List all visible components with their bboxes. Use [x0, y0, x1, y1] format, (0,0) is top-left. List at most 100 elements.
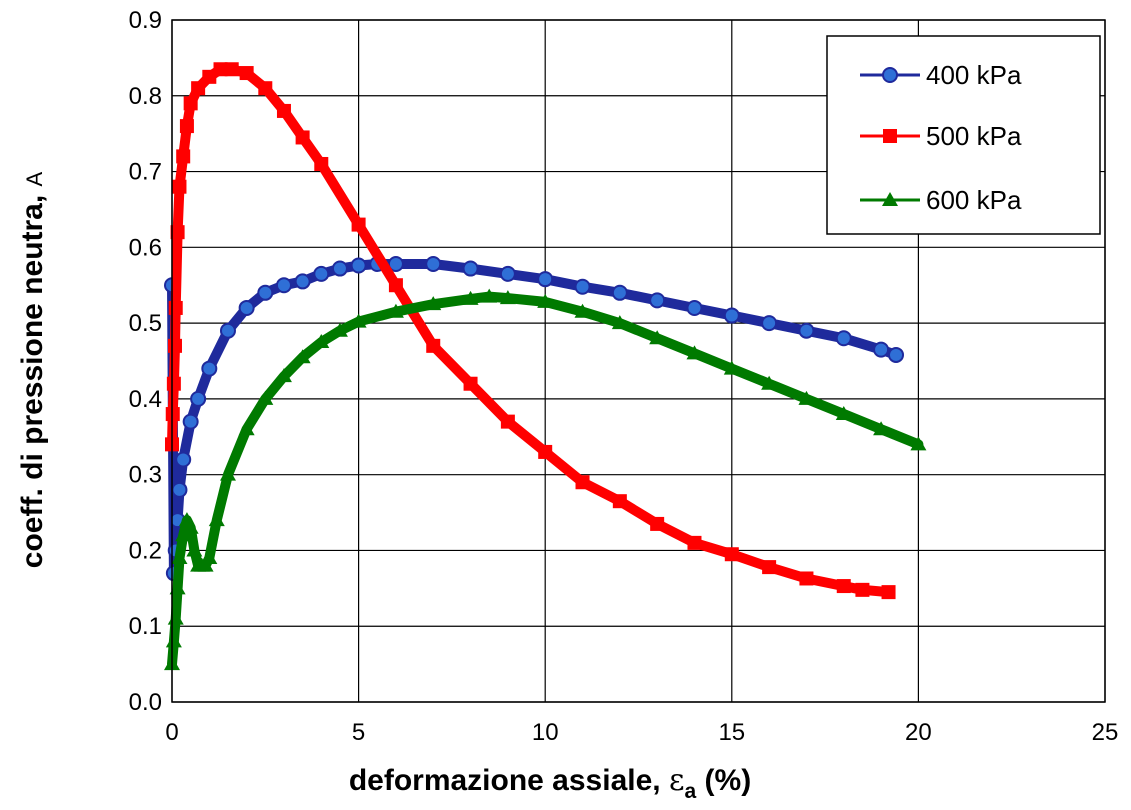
data-point	[191, 81, 206, 96]
data-point	[295, 130, 310, 145]
data-point	[171, 550, 188, 565]
data-point	[649, 330, 666, 345]
data-point	[499, 290, 516, 305]
legend-item-500kpa: 500 kPa	[860, 121, 1022, 151]
data-point	[650, 516, 665, 531]
data-point	[257, 390, 274, 405]
y-tick-label: 0.2	[129, 537, 162, 564]
data-point	[169, 580, 186, 595]
series-600kpa	[164, 288, 927, 671]
legend-marker-500kpa	[883, 129, 897, 143]
data-point	[835, 330, 852, 347]
data-point	[175, 451, 192, 468]
data-point	[186, 542, 203, 557]
x-axis-title-symbol: ε	[669, 763, 685, 798]
data-point	[762, 560, 777, 575]
data-point	[855, 582, 870, 597]
data-point	[276, 103, 291, 118]
data-point	[836, 579, 851, 594]
data-point	[179, 119, 194, 134]
x-axis-title-subscript: a	[685, 780, 697, 803]
data-point	[723, 307, 740, 324]
data-point	[170, 225, 185, 240]
data-point	[761, 315, 778, 332]
data-point	[275, 368, 292, 383]
data-point	[165, 633, 182, 648]
data-point	[463, 376, 478, 391]
data-point	[462, 290, 479, 305]
legend-marker-400kpa	[882, 67, 898, 83]
data-point	[500, 414, 515, 429]
series-500kpa	[165, 62, 896, 600]
data-point	[208, 512, 225, 527]
tick-labels: 0.0 0.1 0.2 0.3 0.4 0.5 0.6 0.7 0.8 0.9 0 5 10 15 20 25	[129, 7, 1119, 746]
data-point	[761, 375, 778, 390]
x-tick-label: 20	[905, 719, 932, 746]
data-point	[166, 376, 181, 391]
data-point	[313, 334, 330, 349]
data-point	[425, 256, 442, 273]
y-tick-label: 0.8	[129, 83, 162, 110]
data-point	[499, 265, 516, 282]
data-point	[182, 413, 199, 430]
data-point	[313, 265, 330, 282]
y-tick-label: 0.6	[129, 234, 162, 261]
data-point	[798, 322, 815, 339]
legend-label-400kpa: 400 kPa	[926, 60, 1022, 90]
data-point	[574, 303, 591, 318]
data-point	[219, 322, 236, 339]
data-point	[197, 557, 214, 572]
data-point	[183, 96, 198, 111]
x-axis-title-suffix: (%)	[696, 764, 751, 797]
data-point	[910, 436, 927, 451]
data-point	[331, 260, 348, 277]
data-point	[201, 360, 218, 377]
data-point	[314, 156, 329, 171]
data-point	[835, 406, 852, 421]
data-point	[387, 256, 404, 273]
data-point	[537, 293, 554, 308]
data-point	[294, 273, 311, 290]
data-point	[873, 421, 890, 436]
data-point	[687, 535, 702, 550]
legend-marker-600kpa	[882, 192, 898, 206]
data-point	[873, 341, 890, 358]
x-tick-label: 5	[352, 719, 365, 746]
data-point	[425, 296, 442, 311]
plot-area-frame	[171, 19, 1106, 703]
x-tick-label: 25	[1092, 719, 1119, 746]
data-point	[176, 149, 191, 164]
y-tick-label: 0.5	[129, 310, 162, 337]
data-point	[537, 271, 554, 288]
data-point	[723, 360, 740, 375]
data-point	[611, 284, 628, 301]
legend: 400 kPa 500 kPa 600 kPa	[826, 35, 1101, 235]
y-tick-label: 0.7	[129, 159, 162, 186]
data-point	[168, 300, 183, 315]
data-point	[331, 322, 348, 337]
data-point	[612, 494, 627, 509]
data-point	[202, 69, 217, 84]
y-tick-label: 0.9	[129, 7, 162, 34]
data-point	[388, 278, 403, 293]
data-point	[799, 571, 814, 586]
data-point	[239, 66, 254, 81]
data-point	[387, 303, 404, 318]
data-point	[213, 62, 228, 77]
data-point	[888, 346, 905, 363]
x-axis-title-text: deformazione assiale,	[349, 764, 669, 797]
data-point	[182, 519, 199, 534]
data-point	[538, 444, 553, 459]
data-point	[172, 179, 187, 194]
data-point	[881, 585, 896, 600]
legend-label-500kpa: 500 kPa	[926, 121, 1022, 151]
data-point	[167, 338, 182, 353]
data-point	[575, 475, 590, 490]
y-axis-title-text: coeff. di pressione neutra,	[16, 186, 49, 568]
data-point	[798, 390, 815, 405]
data-point	[219, 466, 236, 481]
data-point	[257, 284, 274, 301]
data-point	[275, 277, 292, 294]
legend-item-400kpa: 400 kPa	[860, 60, 1022, 90]
